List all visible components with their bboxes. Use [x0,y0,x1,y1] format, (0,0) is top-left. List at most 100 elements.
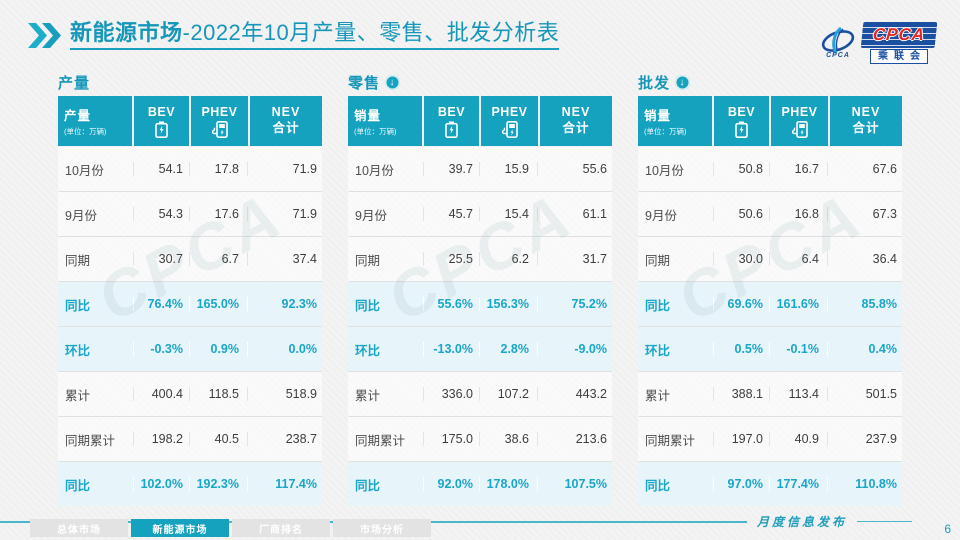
bev-label: BEV [727,104,756,119]
phev-column-header: PHEV [771,96,828,146]
nev-total-cell: 75.2% [537,297,612,311]
page-title: 新能源市场-2022年10月产量、零售、批发分析表 [70,20,560,51]
phev-value-cell: 118.5 [189,387,247,401]
row-label-cell: 累计 [355,388,381,403]
nev-total-cell: 67.3 [827,207,902,221]
cpca-logo: CPCA CPCA 乘联会 [817,22,938,64]
section-title-label: 批发 [638,74,671,92]
row-label-cell: 同期 [645,253,671,268]
table-row: 同期累计 175.0 38.6 213.6 [348,417,612,462]
row-label-cell: 同比 [65,298,91,313]
nev-total-cell: 117.4% [247,477,322,491]
row-label-cell: 10月份 [65,163,104,178]
row-label-cell: 同比 [355,478,381,493]
section-title: 批发 ↓ [638,70,902,94]
phev-value-cell: -0.1% [769,342,827,356]
bottom-tab[interactable]: 新能源市场 [131,519,229,537]
row-label-cell: 9月份 [645,208,677,223]
table-row: 同比 69.6% 161.6% 85.8% [638,282,902,327]
phev-label: PHEV [781,104,818,119]
table-row: 累计 400.4 118.5 518.9 [58,372,322,417]
nev-total-cell: 110.8% [827,477,902,491]
bev-label: BEV [437,104,466,119]
table-corner-cell: 产量 (单位：万辆) [58,96,132,146]
table-row: 环比 -0.3% 0.9% 0.0% [58,327,322,372]
phev-value-cell: 40.9 [769,432,827,446]
bottom-tab[interactable]: 市场分析 [333,519,431,537]
bev-value-cell: 30.7 [133,252,189,266]
table-row: 同期 30.7 6.7 37.4 [58,237,322,282]
phev-charger-icon [212,120,228,138]
table-body: 10月份 54.1 17.8 71.9 9月份 54.3 17.6 71.9 同期 30.7 6.7… [58,147,322,506]
bottom-tab[interactable]: 厂商排名 [232,519,330,537]
row-label-cell: 累计 [65,388,91,403]
bev-value-cell: 50.8 [713,162,769,176]
bev-value-cell: 97.0% [713,477,769,491]
unit-label: (单位：万辆) [354,127,397,136]
bev-value-cell: 336.0 [423,387,479,401]
nev-total-column-header: NEV 合计 [540,96,612,146]
table-row: 同比 55.6% 156.3% 75.2% [348,282,612,327]
bev-value-cell: 197.0 [713,432,769,446]
section-title-label: 零售 [348,74,381,92]
section-title: 零售 ↓ [348,70,612,94]
bev-value-cell: 102.0% [133,477,189,491]
table-row: 同比 92.0% 178.0% 107.5% [348,462,612,506]
phev-value-cell: 0.9% [189,342,247,356]
bev-value-cell: 175.0 [423,432,479,446]
bottom-tab[interactable]: 总体市场 [30,519,128,537]
bev-value-cell: 400.4 [133,387,189,401]
row-label-cell: 同比 [645,478,671,493]
nev-total-cell: 0.4% [827,342,902,356]
publication-label: 月度信息发布 [756,515,847,529]
row-label-cell: 9月份 [355,208,387,223]
table-row: 9月份 45.7 15.4 61.1 [348,192,612,237]
tables-row: 产量 产量 (单位：万辆) BEV PHEV NEV 合计 10月份 54.1 17.8 71.9 9… [58,70,902,506]
measure-label: 产量 [64,109,92,123]
nev-total-cell: 501.5 [827,387,902,401]
nev-total-cell: 107.5% [537,477,612,491]
unit-label: (单位：万辆) [644,127,687,136]
bev-battery-icon [155,121,168,138]
nev-total-cell: 213.6 [537,432,612,446]
table-row: 累计 336.0 107.2 443.2 [348,372,612,417]
phev-label: PHEV [201,104,238,119]
nev-total-cell: 31.7 [537,252,612,266]
bev-value-cell: 39.7 [423,162,479,176]
phev-value-cell: 178.0% [479,477,537,491]
table-header-row: 销量 (单位：万辆) BEV PHEV NEV 合计 [348,96,612,146]
phev-value-cell: 156.3% [479,297,537,311]
table-header-row: 产量 (单位：万辆) BEV PHEV NEV 合计 [58,96,322,146]
nev-total-cell: 237.9 [827,432,902,446]
nev-total-cell: 85.8% [827,297,902,311]
page-number: 6 [944,522,951,536]
cpca-chinese-name: 乘联会 [870,49,928,64]
row-label-cell: 10月份 [355,163,394,178]
bev-value-cell: -0.3% [133,342,189,356]
phev-value-cell: 165.0% [189,297,247,311]
phev-column-header: PHEV [481,96,538,146]
phev-value-cell: 6.4 [769,252,827,266]
slide-header: 新能源市场-2022年10月产量、零售、批发分析表 CPCA CPCA 乘联会 [28,20,938,64]
nev-total-cell: 61.1 [537,207,612,221]
phev-value-cell: 15.9 [479,162,537,176]
nev-total-cell: 238.7 [247,432,322,446]
nev-total-cell: 55.6 [537,162,612,176]
bev-column-header: BEV [134,96,189,146]
phev-value-cell: 2.8% [479,342,537,356]
footer-line-short [857,521,912,522]
nev-label-line2: 合计 [272,121,300,135]
unit-label: (单位：万辆) [64,127,107,136]
table-row: 同比 97.0% 177.4% 110.8% [638,462,902,506]
table-row: 10月份 39.7 15.9 55.6 [348,147,612,192]
row-label-cell: 环比 [645,343,671,358]
table-body: 10月份 50.8 16.7 67.6 9月份 50.6 16.8 67.3 同期 30.0 6.4… [638,147,902,506]
bev-battery-icon [735,121,748,138]
phev-value-cell: 40.5 [189,432,247,446]
bev-value-cell: 76.4% [133,297,189,311]
bev-value-cell: -13.0% [423,342,479,356]
nev-total-column-header: NEV 合计 [830,96,902,146]
production-table: 产量 产量 (单位：万辆) BEV PHEV NEV 合计 10月份 54.1 17.8 71.9 9… [58,70,322,506]
table-row: 9月份 50.6 16.8 67.3 [638,192,902,237]
row-label-cell: 同期累计 [645,433,696,448]
